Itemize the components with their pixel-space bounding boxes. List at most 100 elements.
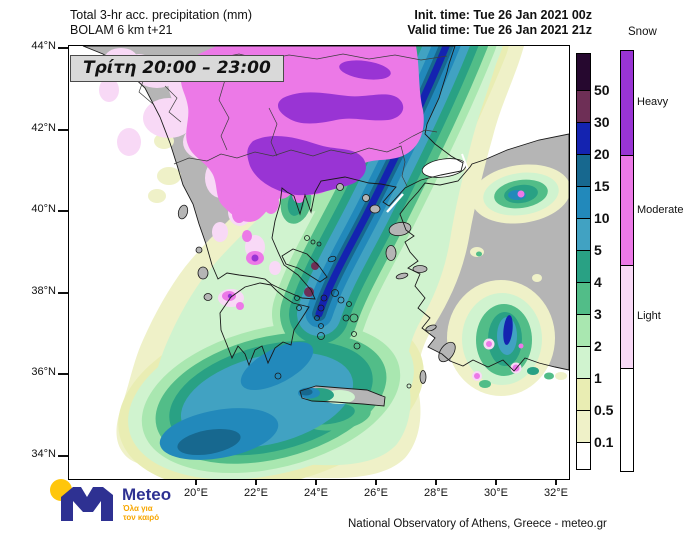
lon-label: 20°E bbox=[184, 487, 208, 499]
time-window-label: Τρίτη 20:00 – 23:00 bbox=[83, 58, 271, 78]
island bbox=[177, 204, 189, 220]
precip-level: 50 bbox=[594, 82, 610, 98]
island bbox=[195, 246, 203, 254]
lon-tick bbox=[195, 478, 197, 485]
cell-ring bbox=[476, 251, 482, 257]
lon-label: 24°E bbox=[304, 487, 328, 499]
island bbox=[385, 245, 397, 261]
init-time: Init. time: Tue 26 Jan 2021 00z bbox=[414, 8, 592, 22]
crete-group bbox=[298, 385, 386, 407]
snow-class-label: Light bbox=[637, 310, 661, 322]
island bbox=[388, 221, 412, 237]
lat-label: 44°N bbox=[31, 40, 56, 52]
snow-moderate-spot bbox=[242, 230, 252, 242]
cell-ring bbox=[532, 274, 542, 282]
scale-segment bbox=[577, 411, 590, 443]
cell-ring bbox=[479, 380, 491, 388]
rain-core-10 bbox=[240, 341, 314, 391]
island bbox=[316, 241, 322, 247]
scale-segment bbox=[577, 379, 590, 411]
precip-level: 2 bbox=[594, 338, 602, 354]
island bbox=[274, 372, 282, 380]
lon-label: 26°E bbox=[364, 487, 388, 499]
snow-class-label: Moderate bbox=[637, 204, 684, 216]
snow-moderate-lobe bbox=[263, 190, 279, 214]
scale-segment bbox=[577, 155, 590, 187]
lat-label: 34°N bbox=[31, 448, 56, 460]
lat-label: 38°N bbox=[31, 285, 56, 297]
snow-class-label: Heavy bbox=[637, 96, 669, 108]
snow-light-patch bbox=[143, 98, 195, 138]
scale-segment bbox=[577, 283, 590, 315]
drizzle-spot bbox=[157, 167, 181, 185]
snow-heavy-core bbox=[277, 92, 404, 124]
snow-moderate-spot bbox=[517, 190, 525, 198]
cell-ring bbox=[527, 367, 539, 375]
cell-core bbox=[503, 315, 513, 345]
map-canvas bbox=[69, 46, 571, 490]
snow-heavy-core bbox=[339, 60, 391, 80]
island bbox=[317, 304, 325, 312]
island bbox=[425, 324, 437, 332]
map-frame bbox=[68, 45, 571, 490]
brand-name: Meteo bbox=[122, 485, 172, 504]
precip-level: 4 bbox=[594, 274, 602, 290]
tagline-line2: τον καιρό bbox=[123, 513, 160, 522]
lat-tick bbox=[58, 455, 68, 457]
snow-heavy-spot bbox=[251, 254, 259, 262]
precip-level: 0.5 bbox=[594, 402, 614, 418]
island bbox=[336, 183, 344, 191]
sw-turkey-cell bbox=[447, 247, 567, 396]
snow-color-scale bbox=[620, 50, 634, 472]
scale-segment bbox=[621, 369, 633, 471]
island bbox=[197, 266, 209, 280]
scale-segment bbox=[577, 123, 590, 155]
snow-moderate-spot bbox=[518, 343, 524, 349]
island bbox=[203, 293, 213, 301]
rain-core-15 bbox=[177, 428, 241, 456]
scale-segment bbox=[577, 54, 590, 91]
snow-scale-title: Snow bbox=[628, 26, 657, 38]
border-line bbox=[173, 145, 408, 187]
lon-label: 30°E bbox=[484, 487, 508, 499]
lon-tick bbox=[435, 478, 437, 485]
attribution-text: National Observatory of Athens, Greece -… bbox=[348, 518, 607, 530]
precip-level: 30 bbox=[594, 114, 610, 130]
precip-level: 5 bbox=[594, 242, 602, 258]
island bbox=[362, 194, 370, 202]
island bbox=[310, 239, 316, 245]
islands bbox=[177, 183, 456, 389]
meteo-logo: Meteo Όλα για τον καιρό bbox=[48, 476, 178, 526]
brand-tagline: Όλα για τον καιρό bbox=[123, 504, 159, 522]
island bbox=[337, 296, 345, 304]
lat-tick bbox=[58, 47, 68, 49]
lat-tick bbox=[58, 292, 68, 294]
snow-moderate-area bbox=[180, 46, 424, 222]
lon-label: 32°E bbox=[544, 487, 568, 499]
meteo-m-icon bbox=[61, 487, 113, 521]
island bbox=[304, 235, 310, 241]
cell-ring bbox=[555, 372, 567, 380]
precip-level: 0.1 bbox=[594, 434, 614, 450]
border-line bbox=[398, 129, 438, 145]
island bbox=[395, 272, 409, 280]
lat-tick bbox=[58, 210, 68, 212]
snow-light-patch bbox=[117, 128, 141, 156]
island bbox=[369, 204, 381, 214]
rain-max-30 bbox=[311, 262, 319, 270]
scale-segment bbox=[577, 219, 590, 251]
scale-segment bbox=[577, 347, 590, 379]
precip-level: 15 bbox=[594, 178, 610, 194]
island bbox=[438, 341, 456, 363]
island bbox=[314, 315, 320, 321]
precip-level: 10 bbox=[594, 210, 610, 226]
island bbox=[353, 342, 361, 350]
precip-level: 1 bbox=[594, 370, 602, 386]
lat-label: 40°N bbox=[31, 203, 56, 215]
island bbox=[346, 301, 352, 307]
snow-light-patch bbox=[99, 78, 119, 102]
dardanelles-strait bbox=[386, 193, 404, 213]
scale-segment bbox=[621, 156, 633, 266]
lat-label: 42°N bbox=[31, 122, 56, 134]
valid-time: Valid time: Tue 26 Jan 2021 21z bbox=[407, 23, 592, 37]
